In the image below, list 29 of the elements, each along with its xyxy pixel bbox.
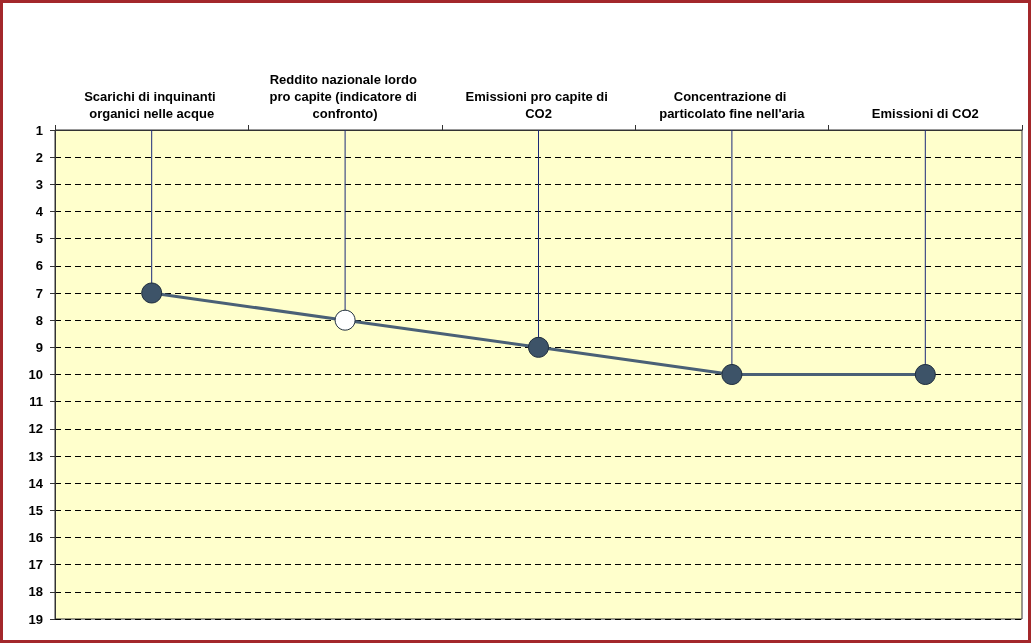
y-tick-label: 17: [28, 557, 43, 573]
y-tick-label: 2: [35, 149, 43, 165]
y-tick-label: 16: [28, 530, 43, 545]
x-tick-label: Emissioni pro capite di CO2: [465, 89, 612, 121]
y-tick-label: 15: [28, 502, 43, 518]
y-tick-label: 4: [35, 204, 44, 219]
point: [334, 309, 356, 331]
y-tick-label: 10: [28, 367, 43, 382]
y-tick-label: 18: [28, 584, 43, 600]
x-tick-label: Reddito nazionale lordo pro capite (indicatore di confronto): [269, 72, 421, 121]
y-tick-label: 14: [28, 475, 44, 491]
y-tick-label: 5: [35, 231, 43, 247]
y-tick-label: 1: [35, 122, 43, 138]
x-tick-label: Concentrazione di particolato fine nell'aria: [659, 89, 806, 121]
y-tick-label: 9: [35, 339, 43, 355]
point: [914, 364, 936, 385]
y-tick-label: 8: [35, 312, 43, 328]
y-tick-label: 11: [29, 394, 43, 410]
point: [528, 336, 549, 358]
y-tick-label: 19: [28, 611, 43, 627]
y-tick-label: 7: [35, 285, 43, 301]
point: [141, 282, 163, 304]
x-tick-label: Scarichi di inquinanti organici nelle acque: [84, 89, 220, 121]
x-tick-label: Emissioni di CO2: [871, 106, 979, 121]
point: [721, 364, 743, 385]
y-tick-label: 6: [35, 258, 43, 274]
y-tick-label: 13: [28, 448, 43, 464]
y-tick-label: 12: [28, 421, 43, 437]
y-tick-label: 3: [35, 176, 43, 192]
